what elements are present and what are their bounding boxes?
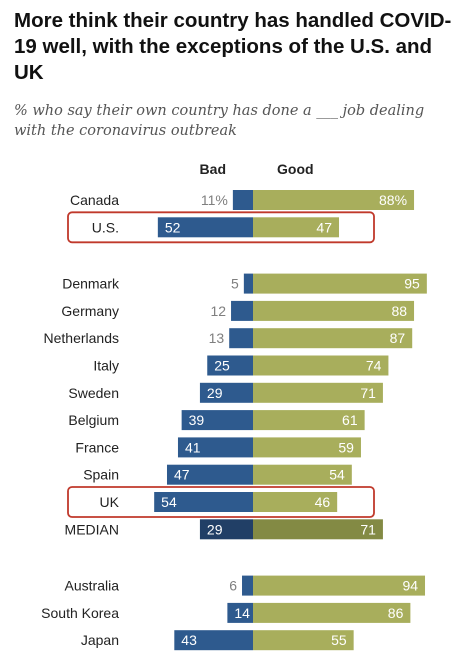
good-bar-sweden	[253, 382, 383, 403]
category-label-netherlands: Netherlands	[44, 330, 120, 346]
bad-bar-u-s	[157, 217, 253, 238]
category-label-uk: UK	[100, 494, 120, 510]
category-label-italy: Italy	[93, 358, 119, 374]
category-label-median: MEDIAN	[65, 521, 119, 537]
legend-good-label: Good	[277, 161, 314, 177]
good-bar-japan	[253, 630, 354, 651]
bad-bar-germany	[231, 300, 253, 321]
bad-bar-australia	[242, 575, 253, 596]
good-bar-south-korea	[253, 602, 411, 623]
good-bar-canada	[253, 190, 415, 210]
bad-bar-japan	[174, 630, 253, 651]
good-value-label-belgium: 61	[342, 412, 358, 428]
bad-value-label-australia: 6	[229, 578, 237, 594]
good-value-label-denmark: 95	[404, 276, 420, 292]
category-label-u-s: U.S.	[92, 219, 119, 235]
bad-bar-netherlands	[229, 328, 253, 349]
good-bar-median	[253, 519, 383, 540]
good-bar-denmark	[253, 273, 427, 294]
highlight-box-uk	[67, 486, 375, 518]
bad-value-label-italy: 25	[214, 358, 230, 374]
bad-bar-france	[177, 437, 253, 458]
good-bar-belgium	[253, 410, 365, 431]
bad-value-label-germany: 12	[210, 303, 226, 319]
bad-bar-south-korea	[227, 602, 253, 623]
bad-value-label-netherlands: 13	[209, 330, 225, 346]
bad-value-label-japan: 43	[181, 632, 197, 648]
bad-value-label-south-korea: 14	[234, 605, 250, 621]
category-label-germany: Germany	[61, 303, 119, 319]
bad-value-label-u-s: 52	[165, 219, 181, 235]
good-value-label-australia: 94	[402, 578, 418, 594]
bad-bar-canada	[232, 190, 253, 210]
good-bar-italy	[253, 355, 389, 376]
good-value-label-median: 71	[360, 521, 376, 537]
good-bar-uk	[253, 492, 338, 512]
good-value-label-italy: 74	[366, 358, 382, 374]
bad-value-label-median: 29	[207, 521, 223, 537]
bad-value-label-france: 41	[185, 439, 201, 455]
chart-title: More think their country has handled COV…	[14, 9, 452, 84]
bad-value-label-canada: 11%	[201, 192, 228, 208]
good-value-label-spain: 54	[329, 467, 345, 483]
highlight-box-u-s	[67, 211, 375, 244]
good-value-label-canada: 88%	[379, 192, 407, 208]
category-label-japan: Japan	[81, 632, 119, 648]
bad-value-label-spain: 47	[174, 467, 190, 483]
bad-bar-italy	[207, 355, 253, 376]
bad-bar-spain	[166, 464, 253, 485]
good-bar-france	[253, 437, 361, 458]
category-label-spain: Spain	[83, 467, 119, 483]
category-label-denmark: Denmark	[62, 276, 120, 292]
bad-bar-uk	[154, 492, 253, 512]
category-label-sweden: Sweden	[68, 385, 119, 401]
chart-subtitle: % who say their own country has done a _…	[14, 103, 425, 139]
category-label-australia: Australia	[65, 578, 120, 594]
good-value-label-u-s: 47	[316, 219, 332, 235]
legend-bad-label: Bad	[200, 161, 226, 177]
bad-bar-sweden	[199, 382, 253, 403]
good-value-label-japan: 55	[331, 632, 347, 648]
bad-bar-median	[199, 519, 253, 540]
category-label-canada: Canada	[70, 192, 119, 208]
bad-value-label-belgium: 39	[189, 412, 205, 428]
good-value-label-netherlands: 87	[390, 330, 406, 346]
good-bar-netherlands	[253, 328, 413, 349]
good-bar-spain	[253, 464, 352, 485]
good-bar-australia	[253, 575, 426, 596]
bad-bar-denmark	[243, 273, 253, 294]
bad-value-label-sweden: 29	[207, 385, 223, 401]
category-label-france: France	[75, 439, 119, 455]
good-bar-u-s	[253, 217, 340, 238]
bad-value-label-denmark: 5	[231, 276, 239, 292]
category-label-belgium: Belgium	[68, 412, 119, 428]
good-value-label-sweden: 71	[360, 385, 376, 401]
good-value-label-uk: 46	[315, 494, 331, 510]
good-value-label-germany: 88	[391, 303, 407, 319]
category-label-south-korea: South Korea	[41, 605, 119, 621]
good-bar-germany	[253, 300, 415, 321]
bad-bar-belgium	[181, 410, 253, 431]
good-value-label-france: 59	[338, 439, 354, 455]
good-value-label-south-korea: 86	[388, 605, 404, 621]
bad-value-label-uk: 54	[161, 494, 177, 510]
